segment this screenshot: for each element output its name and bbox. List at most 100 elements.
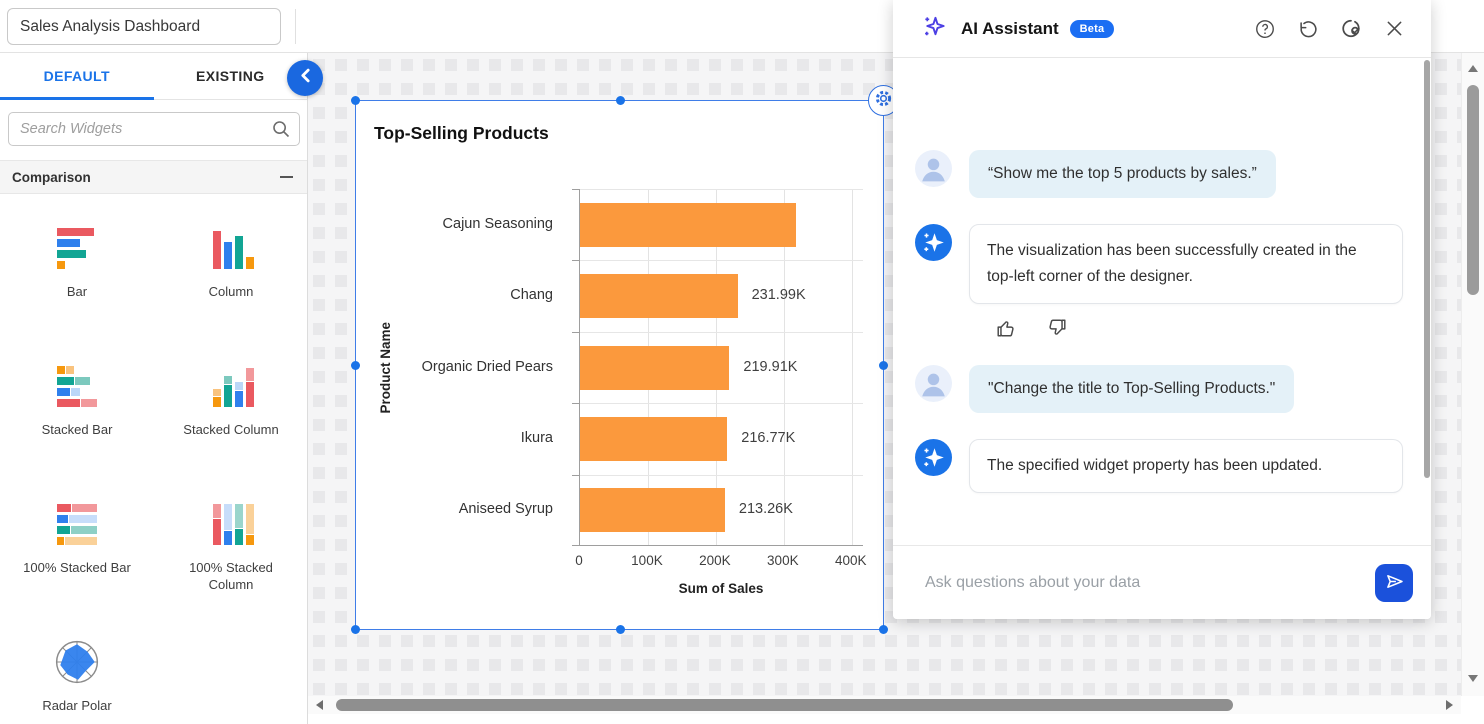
category-tick: [572, 475, 580, 476]
selection-handle[interactable]: [351, 96, 360, 105]
selection-handle[interactable]: [351, 361, 360, 370]
category-label: Ikura: [520, 429, 553, 446]
search-widgets-input[interactable]: [8, 112, 300, 146]
ai-avatar-sparkle-icon: [915, 224, 952, 261]
user-message: “Show me the top 5 products by sales.”: [893, 150, 1431, 198]
tab-existing[interactable]: EXISTING: [195, 68, 265, 84]
column-chart-icon: [208, 224, 254, 272]
widget-item-column[interactable]: Column: [171, 224, 291, 301]
scroll-down-arrow[interactable]: [1468, 675, 1478, 682]
widget-item-stacked-column[interactable]: Stacked Column: [171, 362, 291, 439]
category-tick: [572, 189, 580, 190]
widget-item-100-stacked-column[interactable]: 100% Stacked Column: [171, 500, 291, 594]
thumbs-up-icon[interactable]: [995, 317, 1017, 339]
selection-handle[interactable]: [616, 96, 625, 105]
vertical-scrollbar-thumb[interactable]: [1467, 85, 1479, 295]
widget-item-label: Column: [208, 284, 254, 299]
search-icon: [271, 119, 291, 144]
x-axis-ticks: 0 100K 200K 300K 400K: [575, 553, 866, 571]
sidebar-tabbar: DEFAULT EXISTING: [0, 53, 307, 100]
feedback-row: [995, 317, 1403, 339]
collapse-section-icon[interactable]: [280, 176, 293, 178]
widget-item-label: Bar: [66, 284, 88, 299]
gridline: [580, 260, 863, 261]
ai-assistant-panel: AI Assistant Beta “Show me the top 5 pro…: [893, 0, 1431, 619]
send-button[interactable]: [1375, 564, 1413, 602]
selection-handle[interactable]: [351, 625, 360, 634]
send-icon: [1384, 571, 1405, 595]
category-tick: [572, 260, 580, 261]
x-tick-label: 100K: [631, 553, 663, 568]
bar-aniseed-syrup: [580, 488, 725, 533]
undo-icon[interactable]: [1297, 18, 1319, 40]
x-tick-label: 300K: [767, 553, 799, 568]
category-tick: [572, 545, 580, 546]
x-tick-label: 400K: [835, 553, 867, 568]
message-bubble: "Change the title to Top-Selling Product…: [969, 365, 1295, 413]
gridline: [851, 189, 853, 545]
gridline: [580, 475, 863, 476]
bar-ikura: [580, 416, 728, 461]
chat-input[interactable]: [925, 546, 1355, 619]
ai-panel-header: AI Assistant Beta: [893, 0, 1431, 58]
horizontal-scrollbar-thumb[interactable]: [336, 699, 1233, 711]
category-axis-labels: Cajun Seasoning Chang Organic Dried Pears I…: [356, 189, 566, 546]
vertical-scrollbar[interactable]: [1461, 53, 1484, 696]
thumbs-down-icon[interactable]: [1046, 317, 1068, 339]
close-icon[interactable]: [1383, 18, 1405, 40]
selection-handle[interactable]: [879, 625, 888, 634]
scroll-up-arrow[interactable]: [1468, 65, 1478, 72]
chart-plot: 231.99K 219.91K 216.77K 213.26K: [572, 189, 863, 546]
top-bar: [0, 0, 1484, 53]
section-header-comparison[interactable]: Comparison: [0, 160, 307, 194]
bar-value-label: 216.77K: [741, 429, 796, 446]
widget-item-bar[interactable]: Bar: [17, 224, 137, 301]
category-label: Cajun Seasoning: [442, 215, 553, 232]
stacked-bar-icon: [54, 362, 100, 410]
help-icon[interactable]: [1254, 18, 1276, 40]
chevron-left-icon: [299, 68, 312, 88]
chart-title: Top-Selling Products: [374, 123, 549, 143]
ai-avatar-sparkle-icon: [915, 439, 952, 476]
widget-item-radar-polar[interactable]: Radar Polar: [17, 638, 137, 715]
reset-context-icon[interactable]: [1340, 18, 1362, 40]
message-bubble: The specified widget property has been u…: [969, 439, 1403, 493]
widget-item-label: 100% Stacked Bar: [23, 560, 131, 575]
selection-handle[interactable]: [879, 361, 888, 370]
top-bar-divider: [295, 9, 296, 44]
section-title: Comparison: [12, 169, 91, 185]
category-label: Organic Dried Pears: [421, 358, 553, 375]
ai-panel-title: AI Assistant: [961, 18, 1059, 38]
tab-default[interactable]: DEFAULT: [0, 53, 154, 100]
x-tick-label: 0: [575, 553, 583, 568]
chat-input-bar: [893, 545, 1431, 619]
sidebar-collapse-button[interactable]: [287, 60, 323, 96]
message-bubble: “Show me the top 5 products by sales.”: [969, 150, 1276, 198]
stacked-column-100-icon: [208, 500, 254, 548]
widget-item-100-stacked-bar[interactable]: 100% Stacked Bar: [17, 500, 137, 577]
category-tick: [572, 403, 580, 404]
stacked-bar-100-icon: [54, 500, 100, 548]
dashboard-title-input[interactable]: [7, 8, 281, 45]
selection-handle[interactable]: [616, 625, 625, 634]
widget-grid: Bar Column Stacked Bar Stacked Column 100% S…: [0, 194, 307, 724]
message-bubble: The visualization has been successfully …: [969, 224, 1403, 304]
gridline: [783, 189, 785, 545]
chat-scrollbar-thumb[interactable]: [1424, 60, 1430, 478]
assistant-message: The visualization has been successfully …: [893, 224, 1431, 339]
ai-sparkle-icon: [921, 13, 948, 45]
gridline: [580, 189, 863, 190]
scroll-right-arrow[interactable]: [1446, 700, 1453, 710]
widget-item-label: Stacked Column: [183, 422, 279, 437]
chart-widget-card[interactable]: Top-Selling Products Product Name Cajun …: [351, 85, 899, 634]
gridline: [580, 332, 863, 333]
x-axis-title: Sum of Sales: [678, 581, 764, 596]
widget-item-stacked-bar[interactable]: Stacked Bar: [17, 362, 137, 439]
gear-icon: [873, 88, 894, 114]
bar-organic-dried-pears: [580, 345, 730, 390]
widget-item-label: 100% Stacked Column: [189, 560, 273, 592]
scroll-left-arrow[interactable]: [316, 700, 323, 710]
horizontal-scrollbar[interactable]: [308, 696, 1461, 714]
user-message: "Change the title to Top-Selling Product…: [893, 365, 1431, 413]
